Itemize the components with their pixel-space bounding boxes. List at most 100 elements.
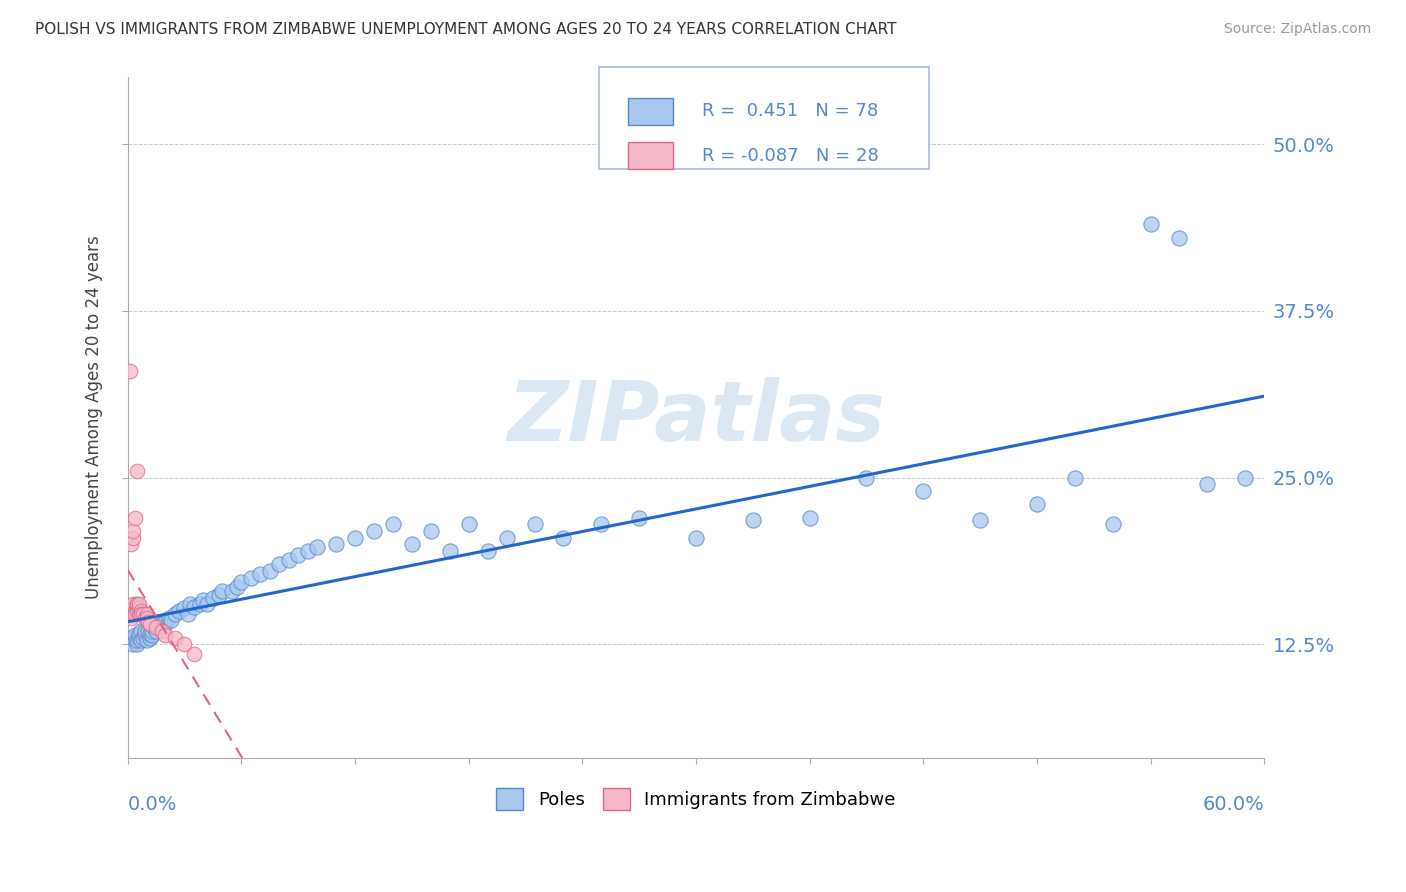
Point — [129, 624, 152, 638]
Legend: Poles, Immigrants from Zimbabwe: Poles, Immigrants from Zimbabwe — [489, 780, 903, 817]
FancyBboxPatch shape — [599, 67, 929, 169]
Point — [160, 613, 183, 627]
Point — [363, 524, 385, 538]
Point — [211, 584, 233, 599]
Point — [167, 604, 190, 618]
Point — [141, 624, 163, 638]
Point — [269, 558, 291, 572]
Point — [125, 464, 148, 478]
Point — [128, 631, 150, 645]
Point — [155, 628, 177, 642]
Point — [124, 628, 146, 642]
Point — [523, 517, 546, 532]
Point — [150, 617, 173, 632]
Point — [132, 631, 155, 645]
Point — [173, 637, 195, 651]
Point — [201, 591, 224, 605]
Point — [457, 517, 479, 532]
Point — [553, 531, 575, 545]
Point — [207, 588, 229, 602]
Point — [141, 628, 163, 642]
Point — [135, 633, 157, 648]
Point — [183, 600, 205, 615]
Point — [125, 604, 148, 618]
Point — [188, 598, 211, 612]
Point — [124, 607, 146, 621]
Point — [1063, 470, 1085, 484]
Point — [439, 544, 461, 558]
Point — [118, 604, 141, 618]
Point — [1168, 230, 1191, 244]
Point — [128, 601, 150, 615]
Point — [969, 513, 991, 527]
Point — [157, 611, 180, 625]
Point — [195, 598, 218, 612]
Point — [179, 598, 201, 612]
Point — [139, 617, 162, 632]
Point — [135, 611, 157, 625]
Text: 0.0%: 0.0% — [128, 795, 177, 814]
Point — [124, 633, 146, 648]
Point — [132, 607, 155, 621]
Point — [381, 517, 404, 532]
Point — [155, 615, 177, 629]
Point — [163, 607, 186, 621]
FancyBboxPatch shape — [627, 98, 673, 125]
Point — [139, 631, 162, 645]
Point — [129, 607, 152, 621]
Point — [122, 607, 145, 621]
Point — [129, 604, 152, 618]
Point — [855, 470, 877, 484]
Point — [226, 580, 249, 594]
Point — [150, 624, 173, 638]
Point — [173, 601, 195, 615]
Point — [122, 637, 145, 651]
Point — [343, 531, 366, 545]
Point — [138, 624, 160, 638]
Point — [231, 574, 253, 589]
Point — [741, 513, 763, 527]
Point — [799, 510, 821, 524]
Text: ZIPatlas: ZIPatlas — [508, 377, 884, 458]
Point — [287, 548, 309, 562]
Point — [125, 598, 148, 612]
Point — [138, 615, 160, 629]
Point — [1139, 217, 1161, 231]
Point — [193, 593, 215, 607]
Point — [120, 537, 142, 551]
Point — [139, 626, 162, 640]
Point — [128, 626, 150, 640]
Point — [277, 553, 299, 567]
Text: 60.0%: 60.0% — [1202, 795, 1264, 814]
Point — [135, 607, 157, 621]
Point — [146, 617, 169, 632]
Point — [495, 531, 517, 545]
Point — [239, 571, 262, 585]
Point — [120, 611, 142, 625]
Point — [297, 544, 319, 558]
Point — [177, 607, 200, 621]
Point — [163, 631, 186, 645]
Point — [401, 537, 423, 551]
Point — [128, 598, 150, 612]
Point — [134, 611, 156, 625]
Point — [1026, 497, 1049, 511]
Point — [122, 601, 145, 615]
Point — [912, 483, 935, 498]
Point — [325, 537, 347, 551]
Point — [124, 604, 146, 618]
FancyBboxPatch shape — [627, 142, 673, 169]
Point — [221, 584, 243, 599]
Point — [183, 647, 205, 661]
Point — [628, 510, 651, 524]
Point — [122, 531, 145, 545]
Point — [120, 604, 142, 618]
Point — [145, 620, 167, 634]
Text: Source: ZipAtlas.com: Source: ZipAtlas.com — [1223, 22, 1371, 37]
Point — [125, 637, 148, 651]
Point — [419, 524, 441, 538]
Point — [591, 517, 613, 532]
Point — [152, 620, 174, 634]
Point — [124, 510, 146, 524]
Point — [125, 598, 148, 612]
